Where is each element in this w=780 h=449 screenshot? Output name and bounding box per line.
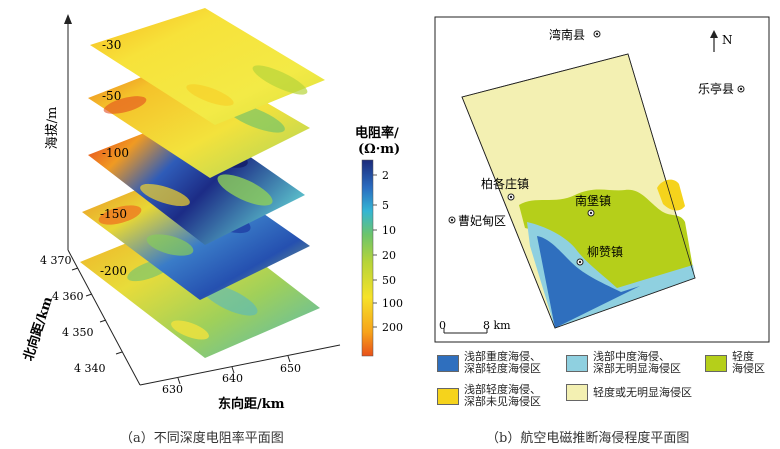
zone-light-intrusion (519, 189, 693, 292)
x-axis-label: 东向距/km (218, 396, 285, 412)
legend-label-shallow-2: 深部未见海侵区 (464, 395, 541, 408)
north-arrow (710, 30, 718, 52)
place-baigezhuang: 柏各庄镇 (481, 176, 529, 191)
place-marker-baigezhuang (507, 193, 515, 201)
legend-label-shallow-1: 浅部轻度海侵、 (464, 383, 541, 396)
x-tick-650: 650 (280, 362, 301, 375)
legend-swatch-moderate (566, 354, 588, 372)
caption-a: （a）不同深度电阻率平面图 (120, 431, 284, 446)
y-tick-4350: 4 350 (62, 326, 94, 339)
slice-30 (90, 8, 325, 125)
colorbar: 电阻率/ (Ω·m) 2 5 10 20 50 100 200 (355, 125, 403, 357)
x-tick-640: 640 (222, 372, 243, 385)
scale-zero: 0 (439, 319, 446, 332)
z-axis-label: 海拔/m (45, 107, 60, 150)
panel-b-seawater-intrusion-map: N 湾南县 乐亭县 柏各庄镇 南堡镇 曹妃甸区 柳赞镇 (425, 0, 780, 449)
colorbar-tick-5: 5 (382, 199, 389, 212)
place-laoting: 乐亭县 (698, 81, 734, 96)
depth-label-50: -50 (102, 89, 121, 103)
legend-label-severe-2: 深部轻度海侵区 (464, 362, 541, 375)
legend-label-none: 轻度或无明显海侵区 (593, 385, 692, 399)
legend-item-light: 轻度 海侵区 (705, 351, 765, 375)
place-marker-nanpu (587, 209, 595, 217)
north-label: N (722, 33, 733, 47)
legend-item-shallow-light: 浅部轻度海侵、 深部未见海侵区 (437, 384, 541, 408)
legend-label-severe-1: 浅部重度海侵、 (464, 350, 541, 363)
caption-b: （b）航空电磁推断海侵程度平面图 (486, 431, 690, 446)
place-nanpu: 南堡镇 (575, 193, 611, 208)
colorbar-tick-100: 100 (382, 297, 403, 310)
colorbar-tick-2: 2 (382, 169, 389, 182)
resistivity-figure: -30 -50 -100 -150 -200 海拔/m 北向距/km 东向距/k… (20, 8, 403, 412)
legend-label-light-2: 海侵区 (732, 362, 765, 375)
zone-severe-intrusion (537, 236, 640, 328)
y-tick-4370: 4 370 (40, 254, 72, 267)
legend-item-moderate: 浅部中度海侵、 深部无明显海侵区 (566, 351, 681, 375)
legend-label-moderate-1: 浅部中度海侵、 (593, 350, 670, 363)
legend-label-moderate-2: 深部无明显海侵区 (593, 362, 681, 375)
place-caofeidian: 曹妃甸区 (458, 214, 506, 228)
colorbar-tick-10: 10 (382, 224, 396, 237)
legend-item-severe: 浅部重度海侵、 深部轻度海侵区 (437, 351, 541, 375)
y-tick-4340: 4 340 (74, 362, 106, 375)
x-tick-630: 630 (162, 383, 183, 396)
depth-label-200: -200 (100, 264, 127, 278)
place-marker-liuzan (576, 258, 584, 266)
axes (64, 14, 341, 386)
place-wannan: 湾南县 (549, 27, 585, 42)
depth-label-30: -30 (102, 38, 121, 52)
y-tick-4360: 4 360 (52, 290, 84, 303)
place-marker-laoting (737, 85, 745, 93)
panel-a-resistivity-slices: -30 -50 -100 -150 -200 海拔/m 北向距/km 东向距/k… (20, 8, 403, 412)
legend-item-none: 轻度或无明显海侵区 (566, 384, 692, 401)
depth-label-100: -100 (102, 146, 129, 160)
colorbar-title-line2: (Ω·m) (358, 142, 400, 157)
colorbar-tick-20: 20 (382, 249, 396, 262)
legend-swatch-shallow-light (437, 387, 459, 405)
scale-8km: 8 km (483, 319, 511, 332)
zone-shallow-light (657, 179, 685, 211)
legend-label-light-1: 轻度 (732, 350, 754, 363)
intrusion-map: N 湾南县 乐亭县 柏各庄镇 南堡镇 曹妃甸区 柳赞镇 (434, 16, 770, 343)
place-liuzan: 柳赞镇 (587, 245, 623, 259)
depth-label-150: -150 (100, 207, 127, 221)
legend-swatch-none (566, 384, 588, 401)
place-marker-caofeidian (448, 216, 456, 224)
survey-area (461, 53, 696, 329)
legend-swatch-severe (437, 354, 459, 372)
colorbar-title-line1: 电阻率/ (355, 125, 399, 141)
colorbar-tick-50: 50 (382, 274, 396, 287)
y-axis-label: 北向距/km (20, 294, 56, 362)
place-marker-wannan (593, 30, 601, 38)
colorbar-tick-200: 200 (382, 321, 403, 334)
scale-bar (443, 328, 488, 334)
colorbar-ramp (361, 159, 374, 357)
legend-swatch-light (705, 354, 727, 372)
